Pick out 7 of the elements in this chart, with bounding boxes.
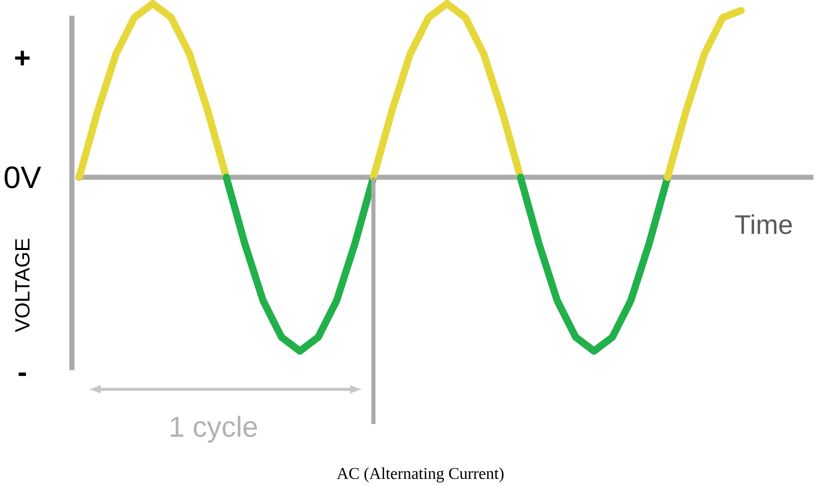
x-axis-title: Time	[735, 214, 792, 234]
text: 1 cycle	[170, 416, 257, 443]
text: 0V	[4, 166, 42, 188]
text: -	[18, 372, 26, 376]
text: +	[15, 50, 30, 66]
y-axis-title: VOLTAGE	[15, 238, 30, 332]
text: AC (Alternating Current)	[336, 467, 504, 482]
